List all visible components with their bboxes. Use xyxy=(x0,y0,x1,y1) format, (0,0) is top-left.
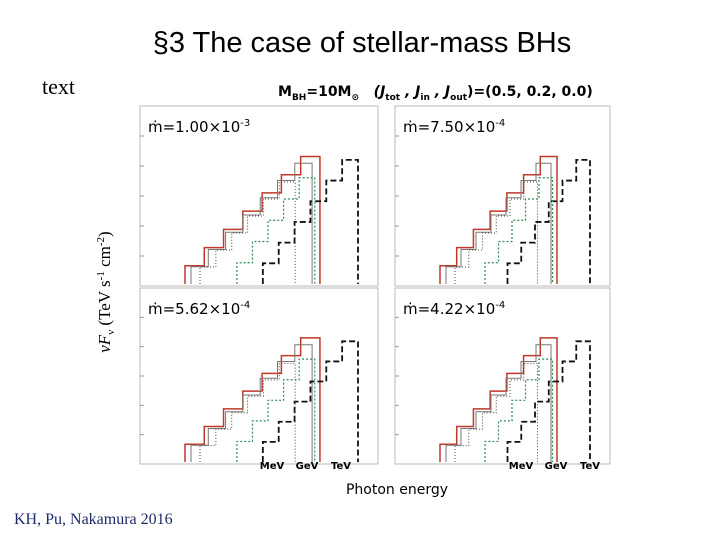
panel: ṁ=4.22×10-4 xyxy=(394,287,611,465)
heading-part: , J xyxy=(400,84,420,100)
panel-label-text: ṁ=7.50×10 xyxy=(403,118,495,136)
curve xyxy=(445,344,552,462)
curve xyxy=(445,162,552,284)
curve xyxy=(506,340,591,462)
x-tick-label: MeV xyxy=(509,461,534,472)
panel-label-exp: -4 xyxy=(495,118,505,129)
panel-label-exp: -4 xyxy=(240,300,250,311)
curve xyxy=(484,177,554,284)
curve xyxy=(454,362,538,462)
y-label-sup: -1 xyxy=(95,271,107,280)
y-label-part: cm xyxy=(95,246,114,271)
curve xyxy=(506,159,591,284)
heading-sub: BH xyxy=(292,93,306,103)
curve xyxy=(199,362,296,462)
curve xyxy=(190,344,313,462)
curve xyxy=(184,337,321,462)
curve xyxy=(454,181,538,284)
x-tick-label: GeV xyxy=(545,461,568,472)
x-tick-label: TeV xyxy=(580,461,600,472)
curve xyxy=(484,358,554,462)
x-axis-label: Photon energy xyxy=(346,482,448,498)
heading-part: (J xyxy=(359,84,385,100)
curve xyxy=(184,155,321,284)
panel-label: ṁ=5.62×10-4 xyxy=(148,300,250,318)
heading-sub: out xyxy=(450,93,468,103)
figure-heading: MBH=10M⊙ (Jtot , Jin , Jout)=(0.5, 0.2, … xyxy=(278,84,593,103)
y-label-sup: -2 xyxy=(95,237,107,246)
panel-label: ṁ=1.00×10-3 xyxy=(148,118,250,136)
panel: ṁ=1.00×10-3 xyxy=(139,105,379,287)
y-label-part: (TeV s xyxy=(95,280,114,330)
panel-label-exp: -3 xyxy=(240,118,250,129)
curve xyxy=(439,337,558,462)
curve xyxy=(439,155,558,284)
x-tick-label: GeV xyxy=(296,461,319,472)
panel-label-text: ṁ=1.00×10 xyxy=(148,118,240,136)
panel-label-text: ṁ=5.62×10 xyxy=(148,300,240,318)
body-text: text xyxy=(42,74,75,99)
curve xyxy=(261,340,359,462)
heading-part: =10M xyxy=(306,84,351,100)
y-label-sub: ν xyxy=(105,330,117,335)
curve xyxy=(199,181,296,284)
panel-label: ṁ=4.22×10-4 xyxy=(403,300,505,318)
heading-part: M xyxy=(278,84,292,100)
heading-sub: in xyxy=(420,93,430,103)
panel-label-exp: -4 xyxy=(495,300,505,311)
citation: KH, Pu, Nakamura 2016 xyxy=(14,511,173,528)
figure: MBH=10M⊙ (Jtot , Jin , Jout)=(0.5, 0.2, … xyxy=(95,84,611,498)
heading-part: , J xyxy=(430,84,450,100)
heading-sub: ⊙ xyxy=(352,93,360,103)
y-axis-label: νFν (TeV s-1 cm-2) xyxy=(95,231,117,352)
x-tick-label: TeV xyxy=(331,461,351,472)
x-tick-label: MeV xyxy=(260,461,285,472)
y-label-part: νF xyxy=(95,334,114,353)
curve xyxy=(236,358,316,462)
curve xyxy=(236,177,316,284)
curve xyxy=(261,159,359,284)
slide-title: §3 The case of stellar-mass BHs xyxy=(153,27,572,59)
y-label-part: ) xyxy=(95,231,114,237)
panel: ṁ=5.62×10-4 xyxy=(139,287,379,465)
panel: ṁ=7.50×10-4 xyxy=(394,105,611,287)
panel-label-text: ṁ=4.22×10 xyxy=(403,300,495,318)
curve xyxy=(190,162,313,284)
panel-label: ṁ=7.50×10-4 xyxy=(403,118,505,136)
heading-part: )=(0.5, 0.2, 0.0) xyxy=(467,84,593,100)
heading-sub: tot xyxy=(385,93,400,103)
